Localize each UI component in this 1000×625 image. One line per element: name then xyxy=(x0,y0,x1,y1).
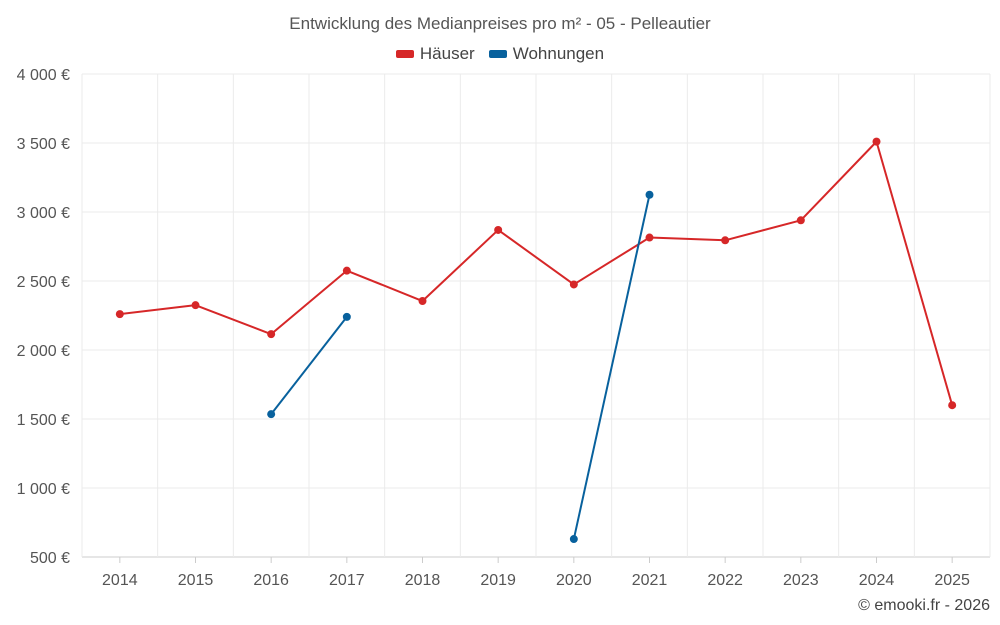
y-tick-label: 1 000 € xyxy=(17,481,70,498)
x-tick-label: 2024 xyxy=(859,572,895,589)
data-point-haeuser xyxy=(342,266,351,275)
y-tick-label: 1 500 € xyxy=(17,412,70,429)
series-line-wohnungen xyxy=(572,194,651,540)
legend-swatch-haeuser xyxy=(395,50,414,58)
data-point-wohnungen xyxy=(342,312,351,321)
legend-label-haeuser: Häuser xyxy=(419,44,475,63)
data-point-haeuser xyxy=(115,310,124,319)
legend-item-haeuser[interactable]: Häuser xyxy=(395,44,475,64)
legend-item-wohnungen[interactable]: Wohnungen xyxy=(488,44,605,64)
data-point-haeuser xyxy=(645,233,654,242)
y-tick-label: 500 € xyxy=(30,550,70,567)
data-point-haeuser xyxy=(569,280,578,289)
y-tick-label: 4 000 € xyxy=(17,67,70,84)
series-line-wohnungen xyxy=(270,316,348,415)
legend-swatch-wohnungen xyxy=(488,50,507,58)
chart-title: Entwicklung des Medianpreises pro m² - 0… xyxy=(289,14,711,33)
x-tick-label: 2018 xyxy=(405,572,441,589)
data-point-wohnungen xyxy=(267,410,276,419)
x-tick-label: 2023 xyxy=(783,572,819,589)
x-tick-label: 2014 xyxy=(102,572,138,589)
data-point-wohnungen xyxy=(569,535,578,544)
x-tick-label: 2022 xyxy=(707,572,743,589)
y-tick-label: 3 500 € xyxy=(17,136,70,153)
y-tick-label: 2 500 € xyxy=(17,274,70,291)
chart-legend: Häuser Wohnungen xyxy=(0,44,1000,64)
x-tick-label: 2017 xyxy=(329,572,365,589)
data-point-haeuser xyxy=(191,301,200,310)
data-point-haeuser xyxy=(418,297,427,306)
x-tick-label: 2020 xyxy=(556,572,592,589)
data-point-wohnungen xyxy=(645,190,654,199)
data-point-haeuser xyxy=(267,330,276,339)
data-point-haeuser xyxy=(948,401,957,410)
data-point-haeuser xyxy=(872,137,881,146)
data-point-haeuser xyxy=(721,236,730,245)
data-point-haeuser xyxy=(796,216,805,225)
series-line-haeuser xyxy=(119,140,954,406)
y-tick-label: 2 000 € xyxy=(17,343,70,360)
data-point-haeuser xyxy=(494,225,503,234)
y-tick-label: 3 000 € xyxy=(17,205,70,222)
x-tick-label: 2015 xyxy=(178,572,214,589)
x-tick-label: 2021 xyxy=(632,572,668,589)
x-tick-label: 2016 xyxy=(253,572,289,589)
x-tick-label: 2025 xyxy=(934,572,970,589)
copyright-text: © emooki.fr - 2026 xyxy=(858,597,990,614)
x-tick-label: 2019 xyxy=(480,572,516,589)
legend-label-wohnungen: Wohnungen xyxy=(512,44,605,63)
